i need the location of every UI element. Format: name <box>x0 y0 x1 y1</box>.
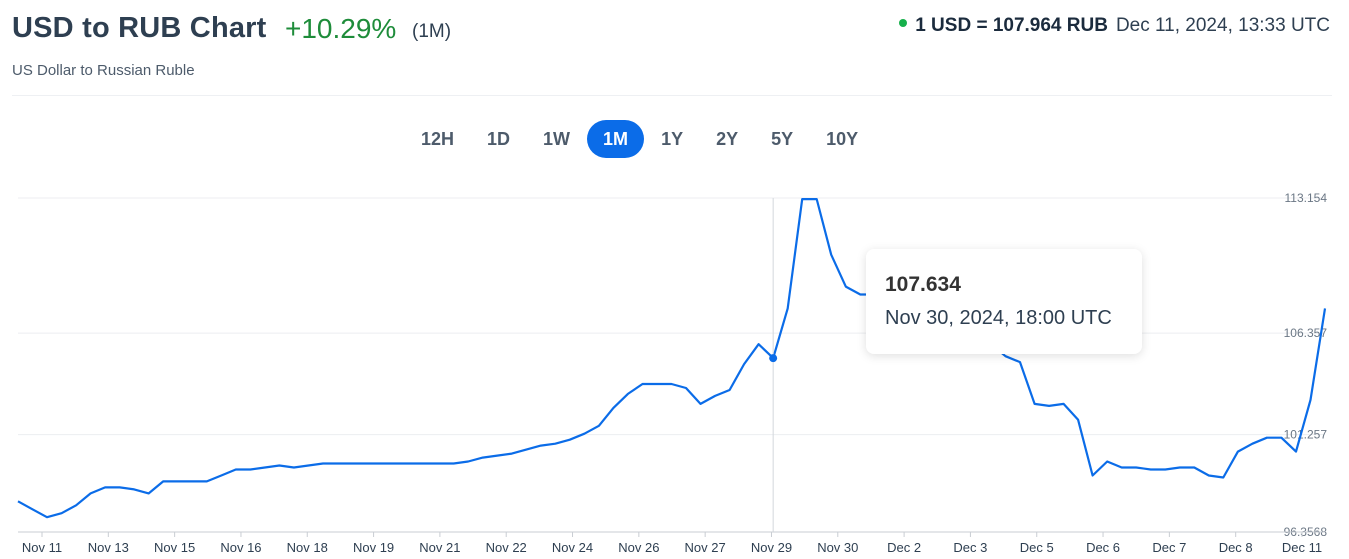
tab-5y[interactable]: 5Y <box>771 129 794 149</box>
x-tick-label: Dec 2 <box>887 540 921 555</box>
tab-1w[interactable]: 1W <box>543 129 571 149</box>
rate-time: Dec 11, 2024, 13:33 UTC <box>1115 15 1330 36</box>
change-period: (1M) <box>412 21 452 42</box>
page-title: USD to RUB Chart <box>12 12 267 44</box>
change-percent: +10.29% <box>285 13 397 44</box>
tab-1m[interactable]: 1M <box>587 120 645 158</box>
x-tick-label: Nov 30 <box>817 540 858 555</box>
rate-pair: 1 USD = 107.964 RUB <box>915 15 1108 36</box>
x-tick-label: Dec 7 <box>1152 540 1186 555</box>
x-tick-label: Nov 11 <box>22 540 62 555</box>
x-tick-label: Nov 18 <box>287 540 328 555</box>
x-tick-label: Nov 29 <box>751 540 792 555</box>
x-tick-label: Nov 26 <box>618 540 659 555</box>
x-tick-label: Dec 11 <box>1282 540 1322 555</box>
tab-1d[interactable]: 1D <box>487 129 511 149</box>
tooltip-date: Nov 30, 2024, 18:00 UTC <box>885 307 1112 329</box>
chart-tooltip: 107.634 Nov 30, 2024, 18:00 UTC <box>866 249 1142 354</box>
x-tick-label: Dec 5 <box>1020 540 1054 555</box>
tab-2y[interactable]: 2Y <box>716 129 739 149</box>
chart-header: USD to RUB Chart +10.29% (1M) US Dollar … <box>12 10 1332 96</box>
x-tick-label: Dec 8 <box>1219 540 1253 555</box>
x-tick-label: Nov 24 <box>552 540 593 555</box>
x-tick-label: Nov 21 <box>419 540 460 555</box>
live-rate: 1 USD = 107.964 RUB Dec 11, 2024, 13:33 U… <box>899 15 1330 37</box>
x-tick-label: Nov 22 <box>486 540 527 555</box>
y-tick-label: 101.257 <box>1284 428 1328 442</box>
y-tick-label: 106.357 <box>1284 326 1328 340</box>
tab-10y[interactable]: 10Y <box>826 129 859 149</box>
y-tick-label: 113.154 <box>1285 191 1328 205</box>
page-subtitle: US Dollar to Russian Ruble <box>12 62 195 79</box>
tab-1y[interactable]: 1Y <box>661 129 684 149</box>
tooltip-value: 107.634 <box>885 273 961 296</box>
live-dot-icon <box>899 18 908 27</box>
x-tick-label: Nov 19 <box>353 540 394 555</box>
series-line <box>17 198 1327 519</box>
x-tick-label: Nov 13 <box>88 540 129 555</box>
x-tick-label: Nov 15 <box>154 540 195 555</box>
x-tick-label: Nov 27 <box>685 540 726 555</box>
tab-12h[interactable]: 12H <box>421 129 455 149</box>
x-tick-label: Dec 6 <box>1086 540 1120 555</box>
period-tabs: 12H 1D 1W 1M 1Y 2Y 5Y 10Y <box>405 120 875 158</box>
highlight-point <box>769 354 778 363</box>
x-tick-label: Nov 16 <box>220 540 261 555</box>
x-tick-label: Dec 3 <box>953 540 987 555</box>
